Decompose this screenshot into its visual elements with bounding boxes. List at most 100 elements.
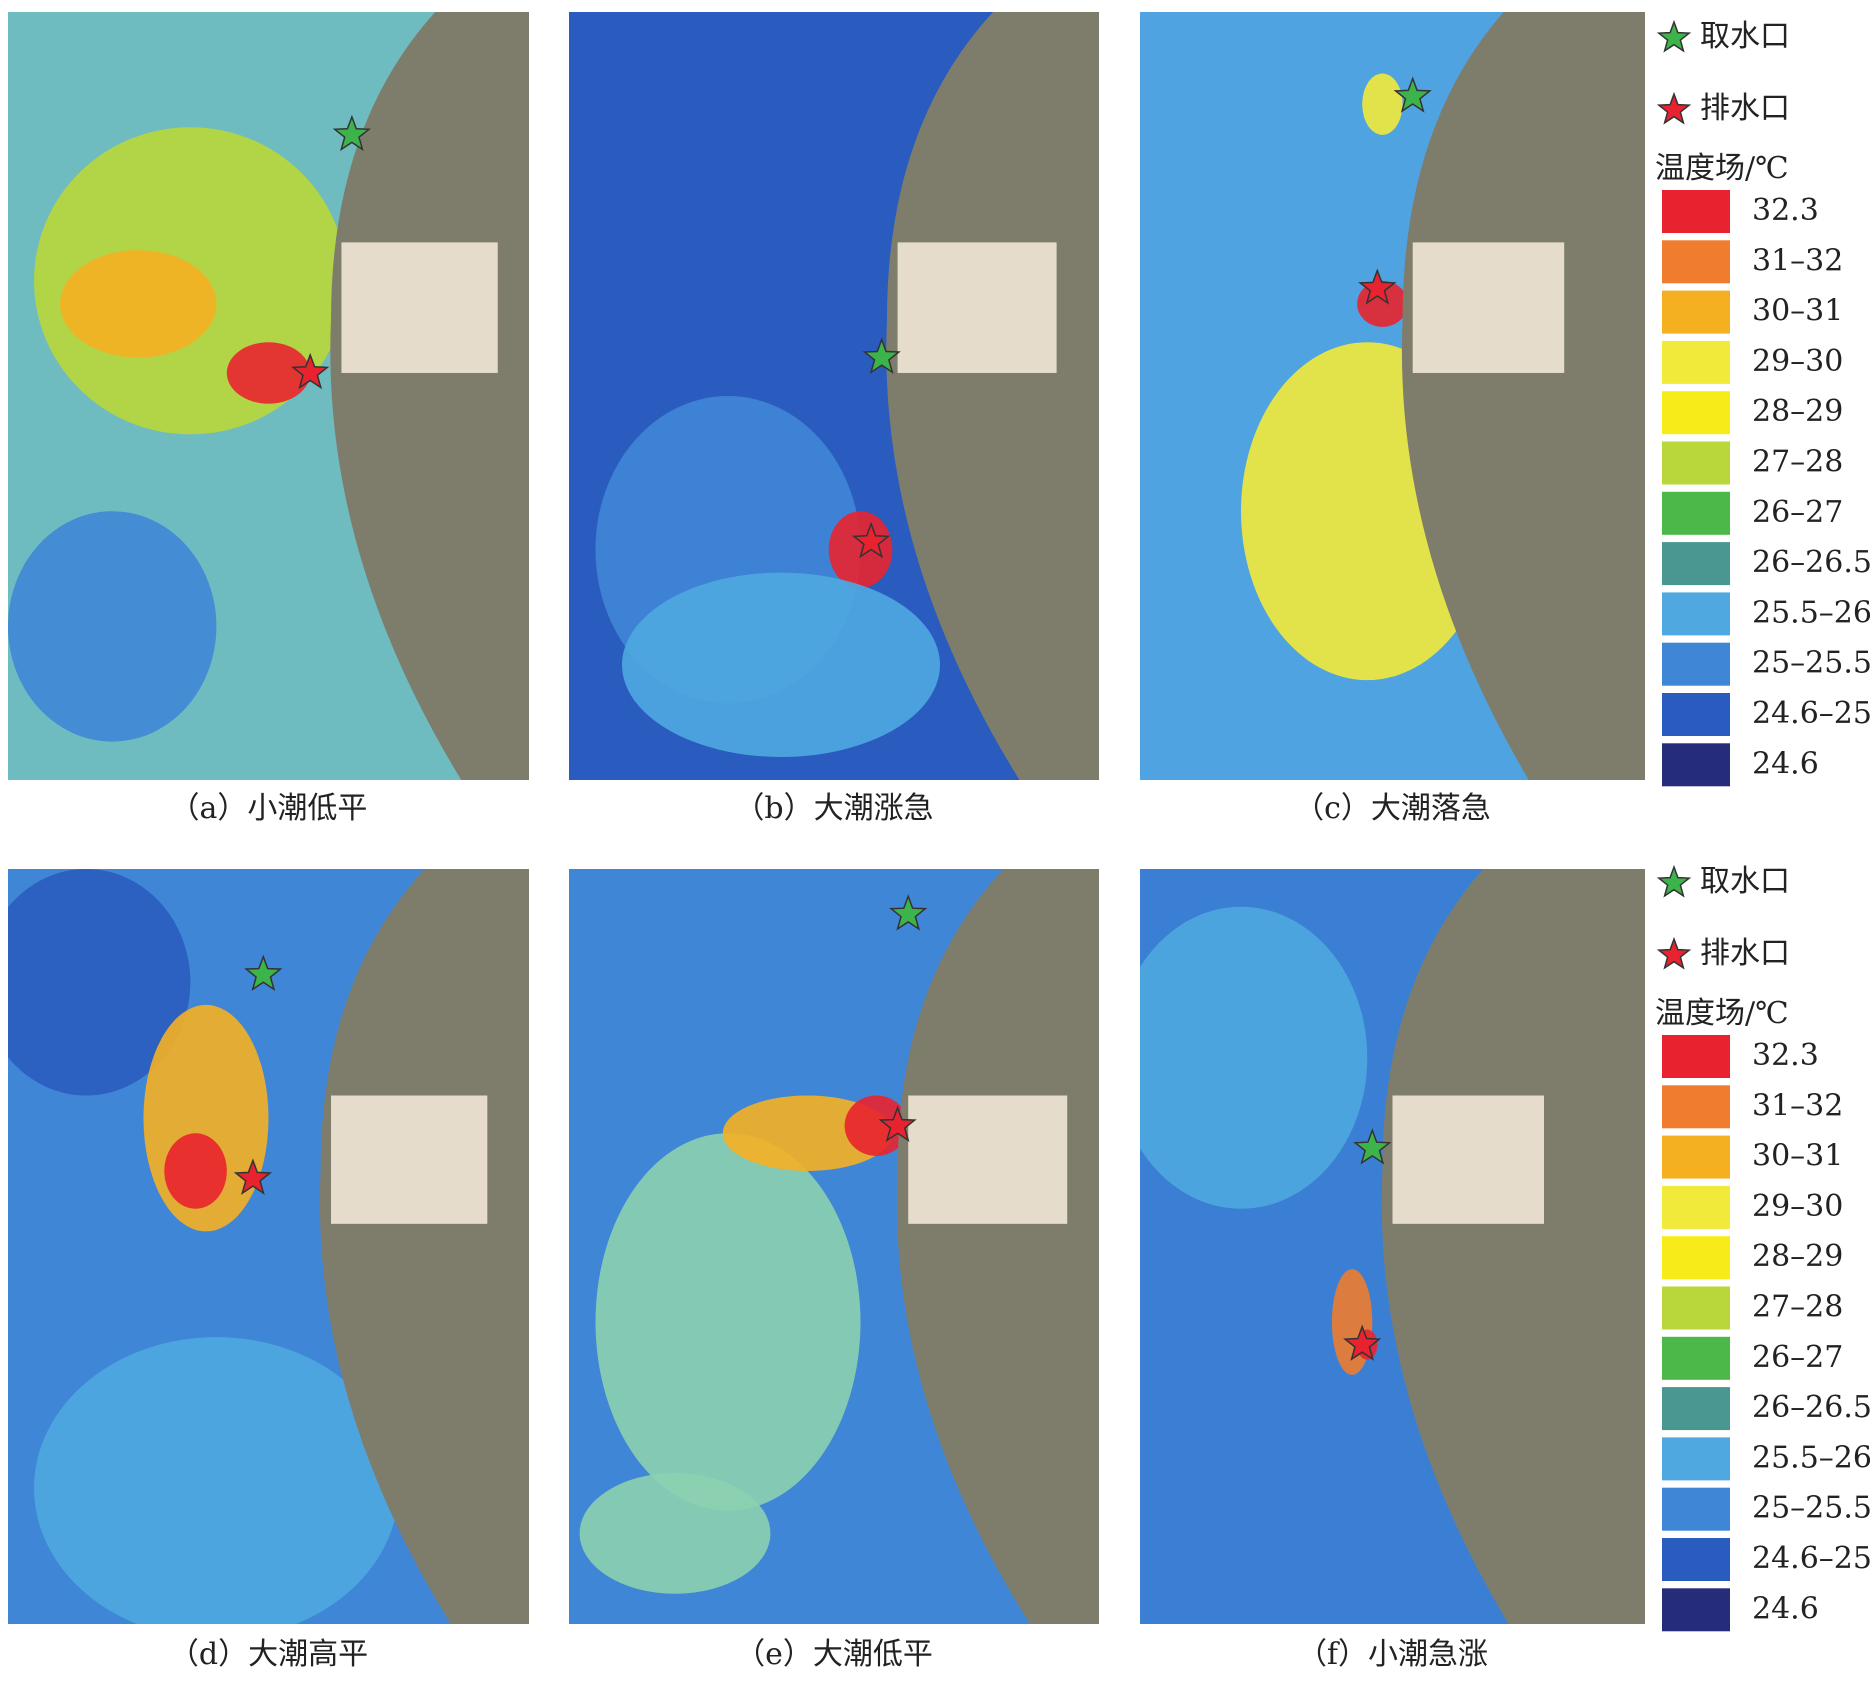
legend-label: 25–25.5 — [1752, 646, 1870, 681]
land — [896, 869, 1099, 1624]
outfall-marker — [233, 1158, 273, 1195]
land — [1401, 12, 1645, 780]
legend-intake-icon — [1656, 864, 1692, 898]
legend-swatch — [1662, 340, 1730, 384]
legend-label: 31–32 — [1752, 243, 1843, 278]
legend-outfall-icon — [1656, 936, 1692, 970]
thermal-plume — [1362, 73, 1403, 135]
thermal-plume — [8, 511, 217, 742]
legend-label: 24.6 — [1752, 1591, 1819, 1626]
legend-swatch — [1662, 1336, 1730, 1380]
outfall-marker — [1343, 1324, 1382, 1361]
map-panel — [8, 869, 529, 1624]
legend-swatch — [1662, 1085, 1730, 1129]
legend-label: 30–31 — [1752, 294, 1843, 329]
plant-site — [341, 242, 498, 373]
legend-swatch — [1662, 693, 1730, 736]
map-image — [569, 12, 1099, 780]
land — [330, 12, 529, 780]
map-image — [8, 869, 529, 1624]
map-panel — [569, 869, 1099, 1624]
legend-label: 30–31 — [1752, 1139, 1843, 1174]
legend-label: 31–32 — [1752, 1088, 1843, 1123]
map-image — [1140, 869, 1645, 1624]
panel-caption: （b）大潮涨急 — [734, 791, 933, 826]
legend-swatch — [1662, 1437, 1730, 1481]
land — [1381, 869, 1645, 1624]
land — [886, 12, 1099, 780]
legend-label: 28–29 — [1752, 394, 1843, 429]
legend-title: 温度场/℃ — [1655, 151, 1789, 186]
legend-intake: 取水口 — [1700, 19, 1790, 54]
legend-label: 26–27 — [1752, 495, 1843, 530]
plant-site — [1392, 1095, 1544, 1224]
intake-marker — [244, 954, 283, 992]
legend-swatch — [1662, 1487, 1730, 1531]
legend-swatch — [1662, 1236, 1730, 1280]
map-image — [8, 12, 529, 780]
legend-label: 26–27 — [1752, 1340, 1843, 1375]
legend-swatch — [1662, 1286, 1730, 1330]
legend-swatch — [1662, 743, 1730, 787]
legend-outfall: 排水口 — [1700, 91, 1790, 126]
outfall-marker — [1358, 268, 1397, 305]
map-panel — [1140, 12, 1645, 780]
legend-label: 26–26.5 — [1752, 1390, 1870, 1425]
legend-label: 25–25.5 — [1752, 1491, 1870, 1526]
outfall-marker — [291, 352, 330, 390]
legend-swatch — [1662, 491, 1730, 535]
legend-swatch — [1662, 1538, 1730, 1581]
intake-marker — [332, 114, 372, 152]
legend-label: 29–30 — [1752, 1189, 1843, 1224]
legend-swatch — [1662, 1185, 1730, 1229]
intake-marker — [862, 337, 901, 374]
thermal-plume — [579, 1473, 771, 1594]
map-panel — [1140, 869, 1645, 1624]
legend-label: 24.6 — [1752, 746, 1819, 781]
legend-swatch — [1662, 441, 1730, 485]
thermal-plume — [1140, 906, 1368, 1209]
intake-marker — [1393, 76, 1432, 113]
legend-label: 24.6–25 — [1752, 1541, 1870, 1576]
legend-label: 28–29 — [1752, 1239, 1843, 1274]
panel-caption: （d）大潮高平 — [169, 1637, 368, 1672]
land — [319, 869, 529, 1624]
thermal-plume — [844, 1095, 909, 1156]
legend-outfall-icon — [1656, 91, 1692, 125]
outfall-marker — [878, 1105, 917, 1143]
thermal-plume — [226, 342, 311, 404]
legend-swatch — [1662, 642, 1730, 686]
legend-title: 温度场/℃ — [1655, 996, 1789, 1031]
outfall-marker — [851, 521, 891, 559]
plant-site — [331, 1095, 488, 1224]
legend-swatch — [1662, 1588, 1730, 1632]
legend-swatch — [1662, 290, 1730, 334]
legend-label: 32.3 — [1752, 193, 1819, 228]
legend-intake-icon — [1656, 19, 1692, 53]
thermal-plume — [595, 1133, 861, 1511]
legend-label: 26–26.5 — [1752, 545, 1870, 580]
legend-intake: 取水口 — [1700, 864, 1790, 899]
legend-swatch — [1662, 391, 1730, 435]
legend-swatch — [1662, 1387, 1730, 1431]
legend-label: 25.5–26 — [1752, 1440, 1870, 1475]
panel-caption: （a）小潮低平 — [170, 791, 368, 826]
legend-label: 27–28 — [1752, 445, 1843, 480]
legend-swatch — [1662, 1035, 1730, 1078]
legend-swatch — [1662, 190, 1730, 233]
panel-caption: （f）小潮急涨 — [1297, 1637, 1488, 1672]
intake-marker — [889, 894, 928, 931]
thermal-plume — [60, 250, 217, 358]
thermal-plume — [622, 572, 940, 757]
panel-caption: （c）大潮落急 — [1294, 791, 1491, 826]
thermal-plume — [828, 511, 893, 588]
thermal-plume — [34, 1337, 399, 1624]
intake-marker — [1353, 1128, 1392, 1165]
legend-label: 32.3 — [1752, 1038, 1819, 1073]
map-image — [1140, 12, 1645, 780]
legend-swatch — [1662, 240, 1730, 284]
legend-swatch — [1662, 592, 1730, 636]
legend-swatch — [1662, 1135, 1730, 1179]
thermal-plume — [8, 869, 191, 1096]
